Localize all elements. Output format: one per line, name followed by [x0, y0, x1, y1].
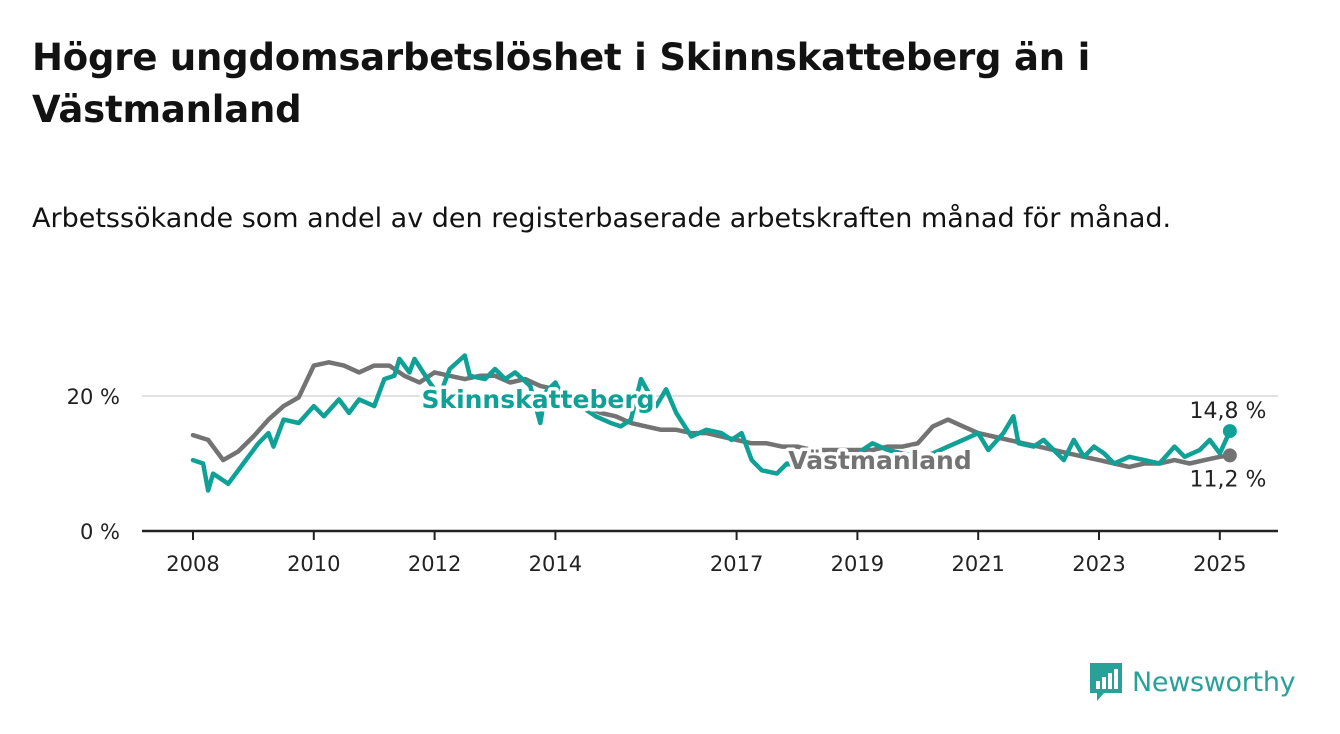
- series-line-vstmanland: [190, 360, 1233, 470]
- x-tick-label: 2021: [951, 552, 1004, 576]
- series-line-skinnskatteberg: [190, 353, 1233, 493]
- x-tick-label: 2019: [831, 552, 884, 576]
- x-tick-label: 2025: [1193, 552, 1246, 576]
- end-value-label-vstmanland: 11,2 %: [1190, 467, 1267, 492]
- y-tick-label: 0 %: [80, 520, 120, 544]
- x-tick-label: 2014: [529, 552, 582, 576]
- series-name-label-vstmanland: Västmanland: [788, 446, 972, 475]
- series-lines: [190, 353, 1237, 493]
- newsworthy-logo: Newsworthy: [1088, 660, 1296, 704]
- series-labels: 11,2 %14,8 %SkinnskattebergSkinnskattebe…: [418, 382, 1267, 493]
- series-name-halo-skinnskatteberg: Skinnskatteberg: [421, 385, 654, 414]
- y-axis-tick-labels: 0 % 20 %: [67, 385, 120, 544]
- end-point-vstmanland: [1222, 448, 1237, 463]
- end-value-label-skinnskatteberg: 14,8 %: [1190, 399, 1267, 424]
- series-name-halo-vstmanland: Västmanland: [788, 446, 972, 475]
- x-tick-label: 2012: [408, 552, 461, 576]
- chart-subtitle: Arbetssökande som andel av den registerb…: [32, 203, 1172, 234]
- x-tick-label: 2023: [1072, 552, 1125, 576]
- y-tick-label: 20 %: [67, 385, 120, 409]
- chart-title: Högre ungdomsarbetslöshet i Skinnskatteb…: [32, 36, 1091, 131]
- x-tick-label: 2008: [166, 552, 219, 576]
- end-point-skinnskatteberg: [1222, 424, 1237, 439]
- bar-chart-speech-bubble-icon: [1090, 663, 1122, 701]
- brand-name: Newsworthy: [1132, 666, 1296, 698]
- series-name-label-skinnskatteberg: Skinnskatteberg: [421, 385, 654, 414]
- x-tick-label: 2017: [710, 552, 763, 576]
- x-tick-label: 2010: [287, 552, 340, 576]
- x-axis-ticks: 2008 2010 2012 2014 2017 2019 2021 2023 2025: [166, 531, 1247, 576]
